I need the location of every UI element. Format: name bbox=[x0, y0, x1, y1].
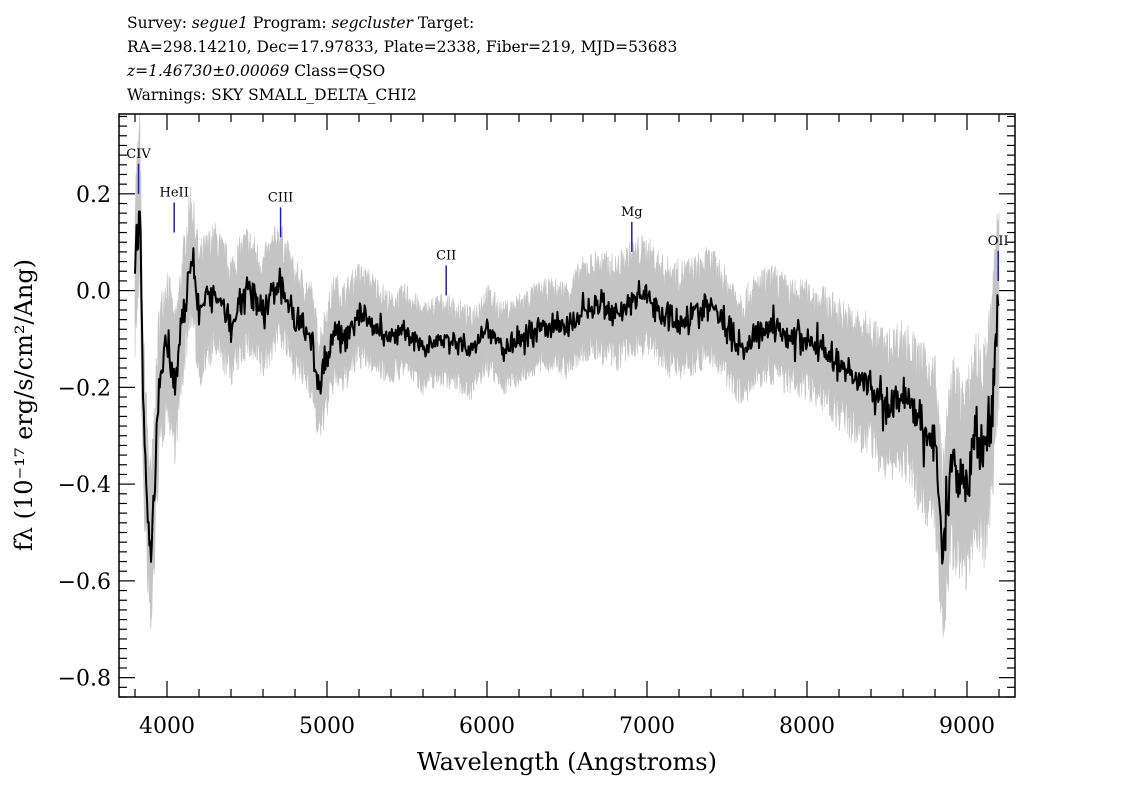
line-label-cii: CII bbox=[436, 248, 456, 263]
y-tick-label: 0.2 bbox=[76, 183, 111, 208]
x-tick-label: 9000 bbox=[939, 714, 995, 739]
y-tick-label: −0.8 bbox=[58, 667, 111, 692]
y-tick-label: −0.4 bbox=[58, 473, 111, 498]
axes-layer: 4000 5000 6000 7000 8000 9000 −0.8 −0.6 −0.4 −0.2… bbox=[58, 113, 1016, 739]
line-label-heii: HeII bbox=[160, 186, 189, 201]
x-tick-label: 8000 bbox=[779, 714, 835, 739]
x-tick-label: 5000 bbox=[299, 714, 355, 739]
line-label-civ: CIV bbox=[126, 147, 151, 162]
x-tick-label: 6000 bbox=[459, 714, 515, 739]
line-label-ciii: CIII bbox=[268, 190, 293, 205]
y-tick-label: 0.0 bbox=[76, 280, 111, 305]
y-tick-label: −0.6 bbox=[58, 570, 111, 595]
survey-label: Survey: bbox=[127, 14, 187, 32]
y-tick-label: −0.2 bbox=[58, 376, 111, 401]
flux-layer bbox=[134, 210, 1000, 565]
emission-line-layer: CIV HeII CIII CII Mg OII bbox=[126, 147, 1009, 296]
line-label-mg: Mg bbox=[621, 205, 643, 220]
x-tick-label: 4000 bbox=[139, 714, 195, 739]
class-value: Class=QSO bbox=[294, 62, 386, 80]
header-line-3: z=1.46730±0.00069 Class=QSO bbox=[127, 62, 385, 80]
header-line-4: Warnings: SKY SMALL_DELTA_CHI2 bbox=[127, 86, 417, 104]
program-value: segcluster bbox=[331, 14, 413, 32]
warnings-text: Warnings: SKY SMALL_DELTA_CHI2 bbox=[127, 86, 417, 104]
flux-line bbox=[134, 210, 1000, 565]
y-axis-label: fλ (10⁻¹⁷ erg/s/cm²/Ang) bbox=[10, 259, 38, 551]
x-axis-label: Wavelength (Angstroms) bbox=[417, 748, 717, 776]
redshift-value: z=1.46730±0.00069 bbox=[127, 62, 290, 80]
coords-text: RA=298.14210, Dec=17.97833, Plate=2338, … bbox=[127, 38, 678, 56]
header-line-1: Survey: segue1 Program: segcluster Targe… bbox=[127, 14, 474, 32]
x-tick-label: 7000 bbox=[619, 714, 675, 739]
target-label: Target: bbox=[417, 14, 475, 32]
plot-frame bbox=[118, 113, 1016, 698]
survey-value: segue1 bbox=[191, 14, 248, 32]
header-line-2: RA=298.14210, Dec=17.97833, Plate=2338, … bbox=[127, 38, 677, 56]
error-band bbox=[134, 113, 1000, 637]
error-layer bbox=[134, 113, 1000, 637]
line-label-oii: OII bbox=[988, 234, 1009, 249]
program-label: Program: bbox=[252, 14, 327, 32]
